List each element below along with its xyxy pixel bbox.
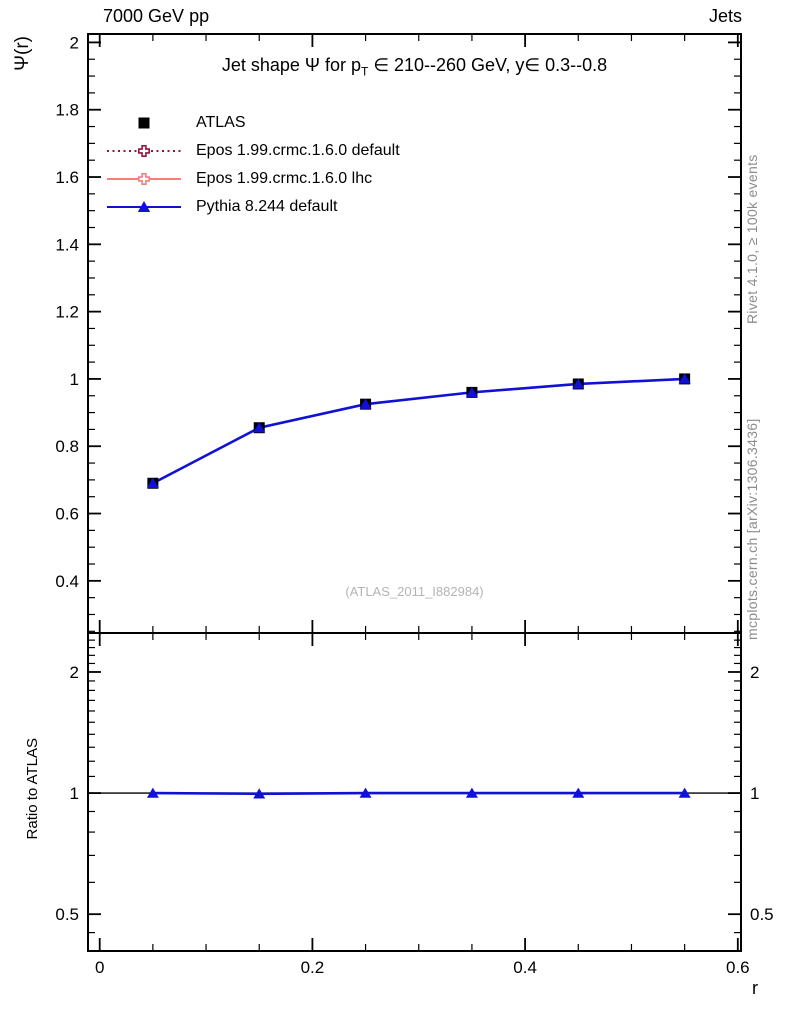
legend-item-label: ATLAS xyxy=(196,114,246,131)
data-point-triangle xyxy=(572,378,585,389)
mcplots-citation-note: mcplots.cern.ch [arXiv:1306.3436] xyxy=(744,418,760,640)
legend-item: ATLAS xyxy=(104,109,400,137)
y-tick-label: 1 xyxy=(70,784,79,803)
analysis-id-watermark: (ATLAS_2011_I882984) xyxy=(345,584,484,599)
data-point-triangle xyxy=(359,787,372,798)
data-point-triangle xyxy=(572,787,585,798)
data-point-triangle xyxy=(678,787,691,798)
filled-square-legend-icon xyxy=(138,117,150,129)
data-point-triangle xyxy=(465,787,478,798)
series-line xyxy=(152,791,685,796)
y-tick-label: 0.6 xyxy=(55,504,79,523)
y-tick-label: 1.4 xyxy=(55,235,79,254)
y-tick-label-right: 0.5 xyxy=(750,905,774,924)
data-point-triangle xyxy=(359,398,372,409)
y-tick-label: 1.2 xyxy=(55,303,79,322)
ratio-plot-frame xyxy=(87,632,742,952)
y-tick-label-right: 2 xyxy=(750,663,759,682)
analysis-group-title: Jets xyxy=(708,6,742,26)
legend-item: Epos 1.99.crmc.1.6.0 lhc xyxy=(104,165,400,193)
y-tick-label: 1 xyxy=(70,370,79,389)
pt-subscript: T xyxy=(360,64,369,79)
open-cross-legend-icon xyxy=(107,173,181,185)
legend-item-label: Epos 1.99.crmc.1.6.0 lhc xyxy=(196,170,373,187)
x-axis-label: r xyxy=(752,978,758,998)
data-point-triangle xyxy=(146,787,159,798)
legend-item: Epos 1.99.crmc.1.6.0 default xyxy=(104,137,400,165)
y-tick-label: 2 xyxy=(70,663,79,682)
legend: ATLAS Epos 1.99.crmc.1.6.0 default Epos 1.… xyxy=(104,109,400,221)
data-point-triangle xyxy=(253,422,266,433)
open-cross-legend-icon xyxy=(107,145,181,157)
y-tick-label: 1.6 xyxy=(55,168,79,187)
data-point-triangle xyxy=(146,477,159,488)
legend-item-label: Epos 1.99.crmc.1.6.0 default xyxy=(196,142,400,159)
y-tick-label-right: 1 xyxy=(750,784,759,803)
y-tick-label: 0.5 xyxy=(55,905,79,924)
y-axis-label-main: Ψ(r) xyxy=(12,36,33,71)
x-tick-label: 0 xyxy=(95,958,104,977)
legend-item-label: Pythia 8.244 default xyxy=(196,198,338,215)
y-tick-label: 0.8 xyxy=(55,437,79,456)
rivet-version-note: Rivet 4.1.0, ≥ 100k events xyxy=(744,154,760,324)
data-point-triangle xyxy=(253,788,266,799)
x-tick-label: 0.6 xyxy=(726,958,750,977)
y-tick-label: 1.8 xyxy=(55,101,79,120)
y-axis-label-ratio: Ratio to ATLAS xyxy=(24,738,41,840)
series-line xyxy=(152,377,685,485)
y-tick-label: 0.4 xyxy=(55,572,79,591)
filled-triangle-legend-icon xyxy=(107,201,181,212)
plot-title: Jet shape Ψ for pT ∈ 210--260 GeV, y∈ 0.… xyxy=(221,55,608,79)
data-point-triangle xyxy=(678,373,691,384)
legend-item: Pythia 8.244 default xyxy=(104,193,400,221)
y-tick-label: 2 xyxy=(70,33,79,52)
data-point-triangle xyxy=(465,386,478,398)
x-tick-label: 0.2 xyxy=(301,958,325,977)
beam-energy-title: 7000 GeV pp xyxy=(103,6,210,26)
x-tick-label: 0.4 xyxy=(513,958,537,977)
